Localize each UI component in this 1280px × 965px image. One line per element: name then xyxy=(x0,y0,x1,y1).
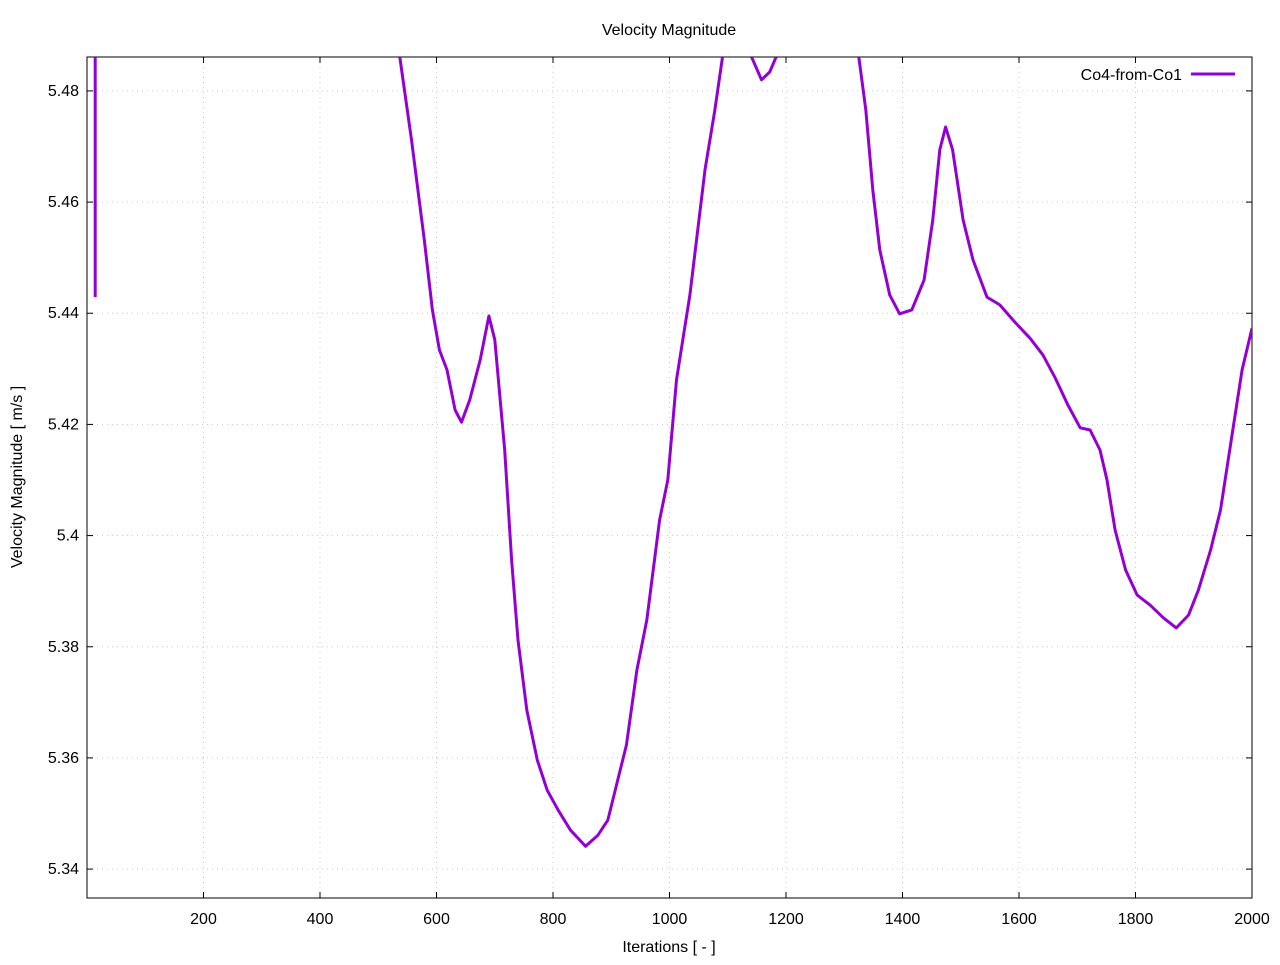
y-axis-label: Velocity Magnitude [ m/s ] xyxy=(9,386,26,568)
series-layer xyxy=(93,57,1252,848)
x-tick-label: 2000 xyxy=(1234,911,1270,928)
x-tick-label: 1600 xyxy=(1001,911,1037,928)
y-tick-label: 5.4 xyxy=(57,528,79,545)
chart-title: Velocity Magnitude xyxy=(602,22,736,39)
y-tick-label: 5.44 xyxy=(48,305,79,322)
y-tick-label: 5.48 xyxy=(48,83,79,100)
x-axis-label: Iterations [ - ] xyxy=(622,939,715,956)
x-tick-label: 600 xyxy=(423,911,450,928)
ticks: 200 400 600 800 1000 1200 1400 1600 1800 2000 5.34… xyxy=(48,57,1270,928)
x-tick-label: 1800 xyxy=(1118,911,1154,928)
y-tick-label: 5.42 xyxy=(48,416,79,433)
y-tick-label: 5.38 xyxy=(48,639,79,656)
x-tick-label: 400 xyxy=(307,911,334,928)
x-tick-label: 200 xyxy=(190,911,217,928)
x-tick-label: 1400 xyxy=(885,911,921,928)
y-tick-label: 5.34 xyxy=(48,861,79,878)
y-tick-label: 5.36 xyxy=(48,750,79,767)
y-tick-label: 5.46 xyxy=(48,194,79,211)
legend: Co4-from-Co1 xyxy=(1081,67,1235,84)
x-tick-label: 1200 xyxy=(768,911,804,928)
x-tick-label: 800 xyxy=(540,911,567,928)
legend-label: Co4-from-Co1 xyxy=(1081,67,1182,84)
x-tick-label: 1000 xyxy=(652,911,688,928)
series-line xyxy=(93,57,1252,848)
